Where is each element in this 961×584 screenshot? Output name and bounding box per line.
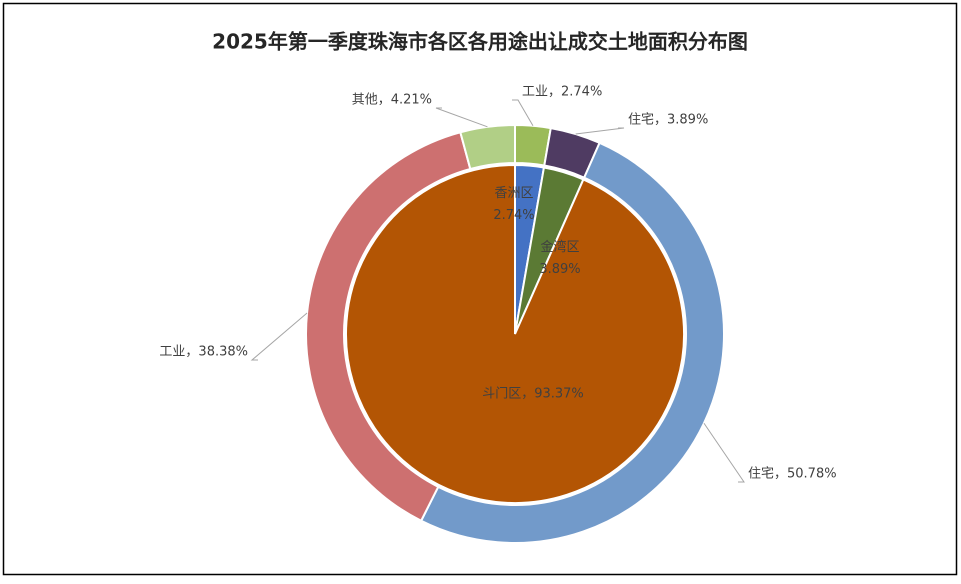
outer-slice xyxy=(459,123,516,171)
chart-title: 2025年第一季度珠海市各区各用途出让成交土地面积分布图 xyxy=(212,30,748,54)
outer-label: 住宅，3.89% xyxy=(628,113,708,128)
inner-label: 金湾区 3.89% xyxy=(539,239,580,277)
leader-line xyxy=(512,99,534,127)
outer-label: 其他，4.21% xyxy=(352,93,432,108)
leader-line xyxy=(250,312,308,361)
outer-label: 工业，2.74% xyxy=(522,85,602,100)
leader-line xyxy=(575,127,625,135)
inner-label: 香洲区 2.74% xyxy=(493,186,534,223)
outer-label: 工业，38.38% xyxy=(159,345,248,360)
inner-label: 斗门区，93.37% xyxy=(482,387,584,402)
outer-slice xyxy=(419,141,725,544)
outer-label: 住宅，50.78% xyxy=(748,467,837,482)
leader-line xyxy=(435,107,488,128)
inner-slice xyxy=(345,163,685,504)
leader-line xyxy=(703,422,745,483)
